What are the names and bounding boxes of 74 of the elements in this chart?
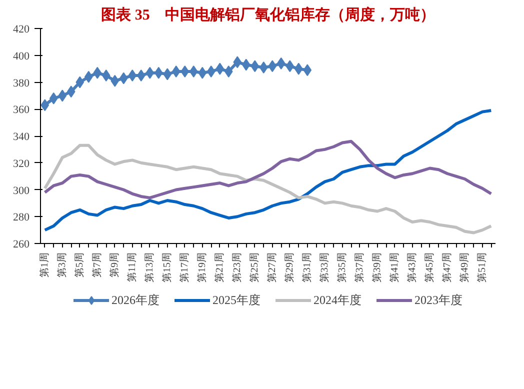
point (259, 61, 268, 74)
point (76, 76, 84, 88)
point (40, 99, 50, 112)
point (198, 66, 207, 79)
legend-label: 2024年度 (314, 292, 362, 308)
point (119, 72, 128, 84)
x-tick-label: 第21周 (213, 252, 226, 282)
x-tick-label: 第17周 (178, 252, 190, 282)
line-series (43, 108, 493, 232)
x-tick-label: 第15周 (160, 252, 173, 282)
point (93, 66, 102, 79)
y-tick-label: 360 (13, 104, 30, 116)
x-tick-label: 第51周 (476, 252, 488, 282)
point (180, 66, 190, 78)
x-tick-label: 第27周 (266, 252, 278, 282)
x-tick-label: 第23周 (230, 252, 243, 282)
x-tick-label: 第33周 (318, 252, 330, 282)
point (189, 66, 198, 78)
x-tick-label: 第3周 (56, 252, 68, 278)
point (154, 66, 163, 79)
x-tick-label: 第9周 (108, 252, 120, 278)
y-tick-label: 340 (13, 131, 30, 143)
point (206, 66, 216, 78)
point (163, 68, 172, 80)
point (128, 70, 137, 82)
y-tick-label: 320 (13, 158, 30, 170)
point (233, 56, 242, 68)
point (286, 60, 294, 72)
y-tick-label: 380 (13, 77, 30, 90)
x-tick-label: 第7周 (90, 252, 103, 278)
y-tick-label: 420 (13, 24, 30, 36)
chart-title: 图表 35 中国电解铝厂氧化铝库存（周度，万吨） (101, 6, 435, 24)
x-tick-label: 第41周 (388, 252, 400, 282)
y-tick-label: 300 (13, 184, 30, 197)
x-tick-label: 第5周 (73, 252, 86, 278)
point (250, 60, 260, 72)
x-tick-label: 第39周 (370, 252, 383, 282)
point (58, 90, 67, 102)
line-series (43, 144, 493, 234)
point (216, 62, 224, 75)
x-tick-label: 第31周 (300, 252, 313, 282)
x-tick-label: 第49周 (458, 252, 470, 282)
point (110, 74, 120, 87)
x-tick-label: 第11周 (126, 252, 138, 282)
point (276, 57, 286, 70)
y-tick-label: 400 (13, 50, 30, 62)
point (224, 66, 233, 78)
point (268, 60, 277, 72)
x-tick-label: 第35周 (336, 252, 348, 282)
y-tick-label: 280 (13, 212, 30, 224)
x-tick-label: 第19周 (196, 252, 208, 282)
y-tick-label: 260 (13, 238, 30, 250)
point (84, 70, 93, 83)
point (294, 62, 303, 75)
x-tick-label: 第1周 (38, 252, 50, 278)
x-tick-label: 第45周 (423, 252, 436, 282)
point (66, 86, 76, 98)
x-tick-label: 第13周 (143, 252, 156, 282)
legend-label: 2026年度 (112, 292, 160, 308)
line-series (43, 140, 493, 200)
legend-label: 2025年度 (212, 292, 260, 308)
point (172, 66, 180, 78)
x-tick-label: 第43周 (406, 252, 418, 282)
x-tick-label: 第25周 (248, 252, 260, 282)
point (136, 70, 146, 82)
point (49, 92, 58, 104)
point (102, 70, 110, 82)
x-tick-label: 第29周 (283, 252, 296, 282)
point (303, 64, 312, 76)
x-tick-label: 第37周 (353, 252, 366, 282)
point (146, 66, 154, 79)
legend-label: 2023年度 (414, 292, 462, 308)
x-tick-label: 第47周 (440, 252, 453, 282)
point (242, 58, 250, 71)
